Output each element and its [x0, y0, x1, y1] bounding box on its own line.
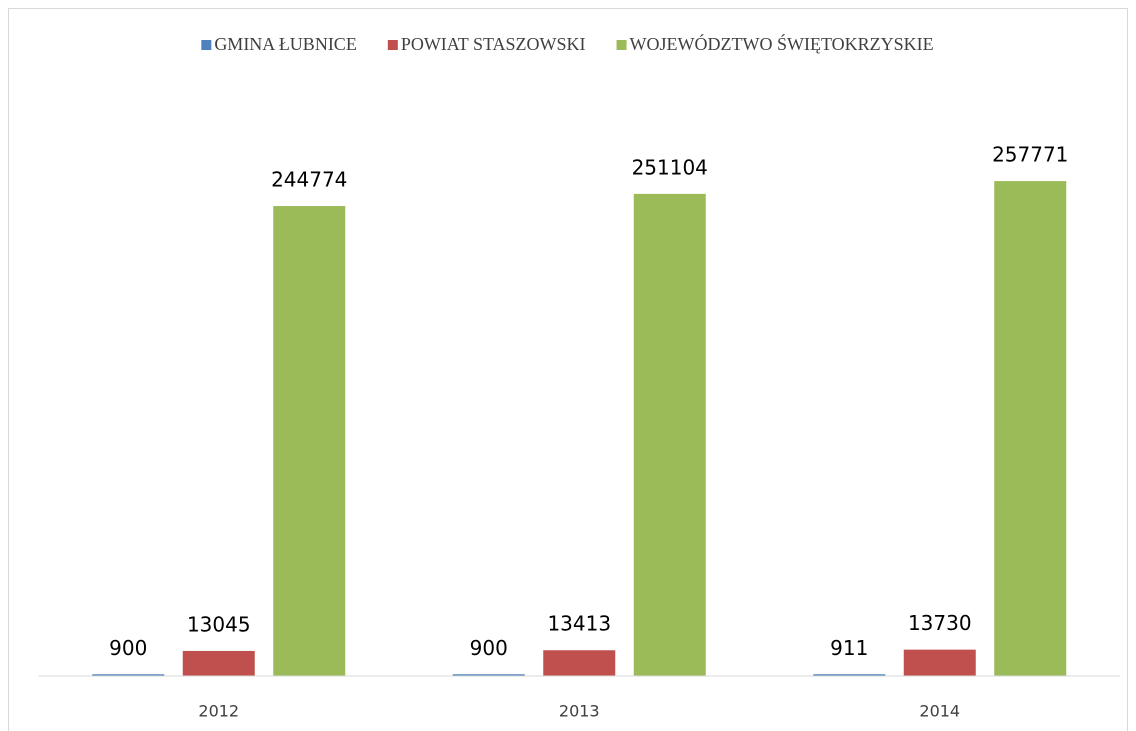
bar — [813, 674, 886, 676]
data-label: 911 — [830, 636, 868, 660]
x-tick-label: 2012 — [198, 702, 239, 721]
legend-label: GMINA ŁUBNICE — [214, 34, 357, 54]
data-label: 900 — [470, 636, 508, 660]
data-label: 13730 — [908, 611, 972, 635]
data-label: 13413 — [547, 612, 611, 636]
bar — [92, 674, 165, 676]
data-label: 251104 — [632, 155, 708, 179]
data-label: 13045 — [187, 612, 251, 636]
x-tick-label: 2013 — [559, 702, 600, 721]
legend-swatch — [387, 40, 398, 50]
bar — [452, 674, 525, 676]
chart-frame — [8, 8, 1128, 731]
data-label: 257771 — [992, 143, 1068, 167]
legend-swatch — [616, 40, 627, 50]
legend-label: POWIAT STASZOWSKI — [401, 34, 586, 54]
data-label: 244774 — [271, 168, 347, 192]
bar — [182, 650, 255, 676]
bar — [543, 650, 616, 676]
bar — [633, 193, 706, 677]
legend-label: WOJEWÓDZTWO ŚWIĘTOKRZYSKIE — [630, 33, 934, 54]
bar — [273, 206, 346, 676]
legend-swatch — [201, 40, 212, 50]
bar — [994, 181, 1067, 676]
x-tick-label: 2014 — [919, 702, 960, 721]
bar — [903, 649, 976, 676]
data-label: 900 — [109, 636, 147, 660]
